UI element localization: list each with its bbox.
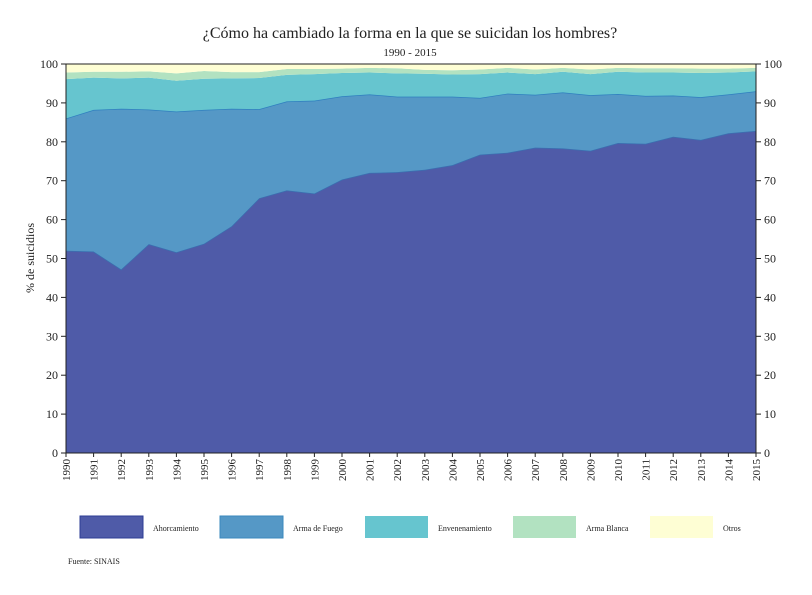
x-tick-label: 2000: [337, 459, 349, 482]
x-tick-label: 2009: [585, 459, 597, 482]
y-tick-label-right: 90: [764, 96, 776, 110]
x-tick-label: 1994: [171, 459, 183, 482]
x-tick-label: 1996: [227, 459, 239, 482]
y-tick-label-right: 60: [764, 213, 776, 227]
y-tick-label-left: 30: [46, 329, 58, 343]
y-tick-label-left: 60: [46, 213, 58, 227]
x-tick-label: 1995: [199, 459, 211, 482]
y-tick-label-right: 10: [764, 407, 776, 421]
y-tick-label-left: 20: [46, 368, 58, 382]
x-tick-label: 2014: [723, 459, 735, 482]
x-tick-label: 2010: [613, 459, 625, 482]
y-tick-label-right: 70: [764, 174, 776, 188]
x-tick-label: 2006: [503, 459, 515, 482]
x-tick-label: 1992: [116, 459, 128, 481]
legend-swatch: [219, 515, 284, 539]
area-arma-de-fuego: [66, 91, 756, 270]
x-tick-label: 2012: [668, 459, 680, 481]
x-tick-label: 2011: [641, 459, 653, 481]
legend-item: Ahorcamiento: [79, 515, 199, 539]
y-tick-label-left: 90: [46, 96, 58, 110]
x-tick-label: 2015: [751, 459, 763, 482]
legend-swatch: [365, 516, 428, 538]
y-axis-label: % de suicidios: [23, 223, 37, 293]
source-note: Fuente: SINAIS: [68, 557, 120, 566]
x-tick-label: 2001: [365, 459, 377, 481]
x-tick-label: 1998: [282, 459, 294, 482]
area-ahorcamiento: [66, 130, 756, 453]
y-tick-label-left: 100: [40, 57, 58, 71]
y-tick-label-right: 20: [764, 368, 776, 382]
area-arma-blanca: [66, 67, 756, 81]
x-tick-label: 1993: [144, 459, 156, 482]
y-tick-label-left: 10: [46, 407, 58, 421]
legend-label: Arma Blanca: [586, 524, 629, 533]
y-tick-label-right: 30: [764, 329, 776, 343]
legend-item: Otros: [650, 516, 741, 538]
legend-swatch: [513, 516, 576, 538]
x-tick-label: 1991: [89, 459, 101, 481]
x-tick-label: 1999: [309, 459, 321, 482]
chart-title: ¿Cómo ha cambiado la forma en la que se …: [203, 25, 618, 42]
x-tick-label: 2007: [530, 459, 542, 482]
legend-item: Arma Blanca: [513, 516, 629, 538]
y-tick-label-right: 100: [764, 57, 782, 71]
x-tick-label: 2005: [475, 459, 487, 482]
x-tick-label: 2003: [420, 459, 432, 482]
y-tick-label-right: 0: [764, 446, 770, 460]
legend-item: Arma de Fuego: [219, 515, 343, 539]
legend-label: Arma de Fuego: [293, 524, 343, 533]
y-tick-label-right: 50: [764, 252, 776, 266]
legend-label: Ahorcamiento: [153, 524, 199, 533]
y-tick-label-left: 40: [46, 290, 58, 304]
legend-swatch: [650, 516, 713, 538]
x-tick-label: 2002: [392, 459, 404, 481]
x-tick-label: 2008: [558, 459, 570, 482]
x-tick-label: 2013: [696, 459, 708, 482]
y-tick-label-left: 50: [46, 252, 58, 266]
x-tick-label: 2004: [447, 459, 459, 482]
area-otros: [66, 64, 756, 74]
chart-subtitle: 1990 - 2015: [383, 47, 437, 59]
x-tick-label: 1997: [254, 459, 266, 482]
y-tick-label-right: 80: [764, 135, 776, 149]
y-tick-label-left: 80: [46, 135, 58, 149]
y-tick-label-left: 0: [52, 446, 58, 460]
y-tick-label-left: 70: [46, 174, 58, 188]
x-tick-label: 1990: [61, 459, 73, 482]
y-tick-label-right: 40: [764, 290, 776, 304]
area-envenenamiento: [66, 71, 756, 119]
legend-swatch: [79, 515, 144, 539]
legend-label: Envenenamiento: [438, 524, 492, 533]
legend-label: Otros: [723, 524, 741, 533]
legend-item: Envenenamiento: [365, 516, 492, 538]
